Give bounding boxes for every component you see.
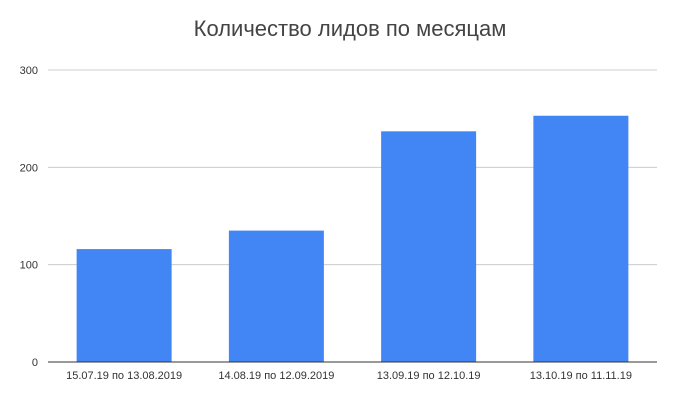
x-tick-label: 13.09.19 по 12.10.19 xyxy=(377,370,481,382)
y-tick-label: 300 xyxy=(20,65,38,77)
x-tick-label: 13.10.19 по 11.11.19 xyxy=(530,370,632,382)
y-tick-label: 0 xyxy=(32,357,38,369)
bars xyxy=(76,115,629,362)
x-tick-label: 15.07.19 по 13.08.2019 xyxy=(66,370,182,382)
bar-3 xyxy=(381,131,477,362)
bar-2 xyxy=(228,230,324,362)
chart-title: Количество лидов по месяцам xyxy=(193,16,507,41)
x-tick-label: 14.08.19 по 12.09.2019 xyxy=(218,370,334,382)
tick-labels: 0 100 200 300 15.07.19 по 13.08.2019 14.08.19… xyxy=(20,65,632,382)
bar-1 xyxy=(76,249,172,362)
y-tick-label: 200 xyxy=(20,162,38,174)
y-tick-label: 100 xyxy=(20,260,38,272)
bar-4 xyxy=(533,115,629,362)
